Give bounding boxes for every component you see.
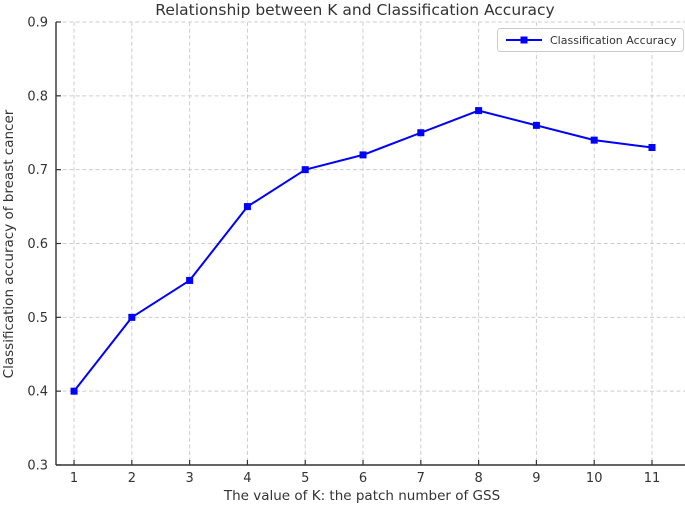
x-tick-label: 1 — [70, 471, 78, 486]
data-point-marker — [128, 313, 136, 321]
data-point-marker — [648, 144, 656, 152]
y-axis-label: Classification accuracy of breast cancer — [1, 109, 17, 378]
y-tick-label: 0.3 — [27, 459, 48, 474]
axes: 1 2 3 4 5 6 7 8 9 10 11 0.3 0.4 0.5 0.6 0.7 0.8 0.9 — [27, 16, 685, 486]
data-point-marker — [186, 276, 194, 284]
gridlines — [56, 21, 685, 466]
data-point-marker — [417, 129, 425, 137]
chart-title: Relationship between K and Classificatio… — [155, 1, 554, 19]
y-tick-label: 0.5 — [27, 311, 48, 326]
data-series — [70, 107, 656, 395]
y-tick-label: 0.9 — [27, 16, 48, 31]
data-point-marker — [243, 203, 251, 211]
data-point-marker — [301, 166, 309, 174]
x-tick-label: 5 — [301, 471, 309, 486]
x-tick-label: 6 — [359, 471, 367, 486]
legend: Classification Accuracy — [497, 28, 684, 52]
legend-box — [497, 28, 684, 52]
y-tick-label: 0.8 — [27, 89, 48, 104]
x-tick-label: 8 — [474, 471, 482, 486]
data-point-marker — [70, 387, 78, 395]
y-tick-label: 0.4 — [27, 385, 48, 400]
data-point-marker — [359, 151, 367, 159]
y-tick-label: 0.6 — [27, 237, 48, 252]
x-tick-label: 7 — [417, 471, 425, 486]
x-tick-label: 10 — [586, 471, 603, 486]
x-tick-label: 2 — [128, 471, 136, 486]
legend-sample-marker — [520, 36, 528, 44]
x-tick-label: 9 — [532, 471, 540, 486]
x-tick-label: 11 — [644, 471, 661, 486]
x-tick-label: 4 — [243, 471, 251, 486]
data-point-marker — [532, 121, 540, 129]
data-point-marker — [475, 107, 483, 115]
y-tick-label: 0.7 — [27, 163, 48, 178]
x-tick-label: 3 — [185, 471, 193, 486]
data-point-marker — [590, 136, 598, 144]
x-axis-label: The value of K: the patch number of GSS — [223, 488, 500, 504]
legend-label: Classification Accuracy — [550, 34, 677, 47]
